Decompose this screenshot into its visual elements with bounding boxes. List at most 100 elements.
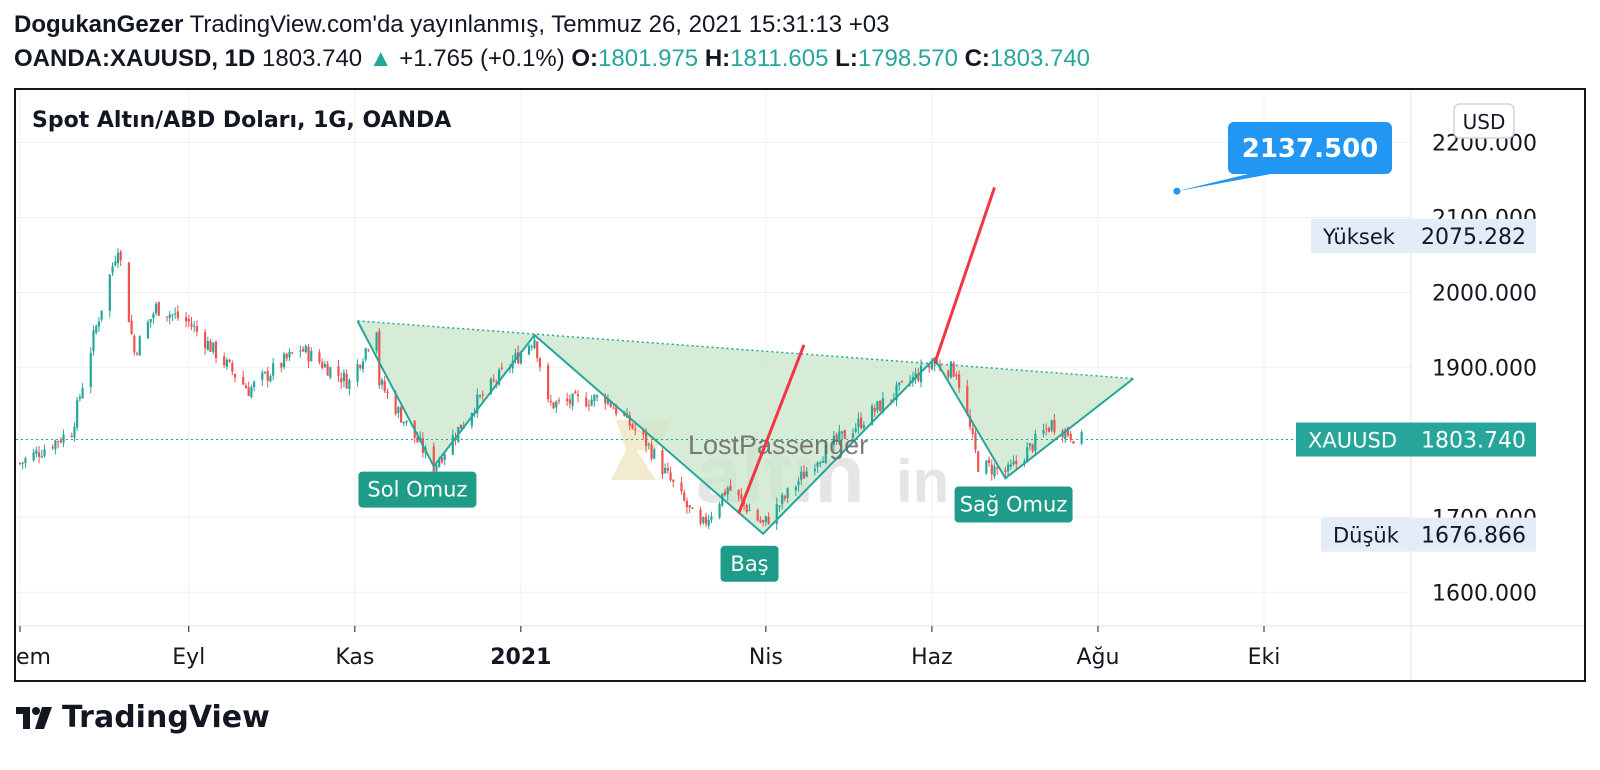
- candle: [704, 512, 708, 528]
- candle-body: [18, 463, 22, 465]
- candle-body: [282, 354, 286, 368]
- candle: [576, 389, 580, 403]
- candle-body: [756, 509, 759, 521]
- candle-body: [1064, 429, 1067, 440]
- time-tick-label: 2021: [490, 645, 551, 670]
- candle-body: [348, 380, 351, 390]
- candle: [195, 320, 199, 337]
- candle-body: [917, 373, 920, 381]
- candle-body: [740, 494, 743, 499]
- candle-body: [364, 348, 367, 360]
- candle-body: [21, 462, 24, 464]
- candle-body: [326, 364, 329, 376]
- high-tag: Yüksek 2075.282: [1311, 218, 1536, 253]
- candle: [386, 388, 389, 399]
- symbol-label[interactable]: OANDA:XAUUSD, 1D: [14, 45, 256, 72]
- candle: [538, 357, 542, 372]
- candle-body: [476, 394, 479, 414]
- author-name[interactable]: DogukanGezer: [14, 11, 184, 38]
- candle: [666, 462, 669, 474]
- open-value: 1801.975: [598, 45, 699, 72]
- candle: [329, 366, 332, 380]
- candle-body: [165, 316, 169, 318]
- candle-body: [519, 353, 522, 364]
- candle: [337, 360, 340, 382]
- pattern-fill: [357, 320, 1134, 534]
- candle-body: [606, 399, 610, 404]
- candle-body: [794, 486, 797, 491]
- candle: [536, 340, 539, 362]
- candle: [383, 375, 386, 394]
- currency-button[interactable]: USD: [1453, 103, 1515, 139]
- candle: [672, 479, 675, 488]
- candle: [375, 331, 378, 354]
- candle-body: [318, 352, 321, 363]
- candle: [1009, 459, 1012, 470]
- candle-body: [168, 314, 171, 319]
- candle-body: [821, 460, 825, 463]
- candle-body: [691, 507, 694, 509]
- candle-body: [288, 351, 291, 358]
- candle: [459, 424, 463, 429]
- candle-body: [854, 428, 857, 432]
- candle: [977, 450, 980, 473]
- candle-body: [985, 460, 988, 474]
- candle-body: [73, 426, 76, 438]
- candle: [54, 439, 57, 455]
- candle-body: [78, 396, 81, 399]
- candle: [432, 442, 435, 476]
- candle-body: [838, 431, 841, 442]
- candle: [821, 456, 825, 464]
- candle-body: [816, 462, 819, 467]
- candle-body: [585, 397, 588, 407]
- candle: [127, 261, 130, 323]
- candle-body: [876, 401, 879, 411]
- low-tag-value: 1676.866: [1421, 524, 1526, 549]
- candle-body: [250, 387, 253, 398]
- candle: [111, 262, 114, 276]
- candle: [35, 446, 38, 458]
- candle-body: [786, 488, 789, 499]
- candle-body: [1042, 430, 1045, 434]
- tradingview-logo-icon[interactable]: [14, 703, 54, 733]
- candle: [280, 362, 283, 373]
- candle: [187, 314, 190, 328]
- candle-body: [214, 341, 218, 359]
- candle: [225, 357, 228, 370]
- candle: [914, 367, 917, 384]
- candle-body: [813, 468, 816, 472]
- candle-body: [527, 345, 531, 355]
- candle-body: [958, 374, 961, 388]
- footer-brand[interactable]: TradingView: [62, 700, 270, 735]
- candle-body: [555, 401, 558, 408]
- candle: [348, 378, 351, 396]
- candle: [378, 327, 381, 389]
- candle-body: [1015, 460, 1018, 464]
- current-price-tag-name-bg: [1296, 422, 1411, 457]
- candle: [204, 328, 207, 355]
- candle: [190, 316, 193, 331]
- candle-body: [919, 365, 923, 383]
- candle-body: [1045, 428, 1048, 430]
- candle: [993, 462, 996, 480]
- candle-body: [1034, 433, 1037, 451]
- candle-body: [895, 384, 898, 401]
- candle-body: [356, 363, 359, 382]
- candle-body: [190, 323, 193, 327]
- candle-body: [212, 342, 215, 352]
- candle-body: [576, 394, 580, 397]
- candle: [288, 348, 291, 362]
- candle-body: [781, 495, 784, 505]
- candle: [971, 423, 974, 438]
- candle-body: [762, 520, 765, 523]
- candle-body: [699, 509, 702, 524]
- candle-body: [759, 519, 762, 523]
- close-label: C:: [964, 45, 990, 72]
- candle: [585, 392, 588, 408]
- candle: [634, 423, 637, 436]
- candle-body: [1053, 419, 1056, 433]
- candle-body: [685, 501, 689, 508]
- candle: [628, 411, 631, 431]
